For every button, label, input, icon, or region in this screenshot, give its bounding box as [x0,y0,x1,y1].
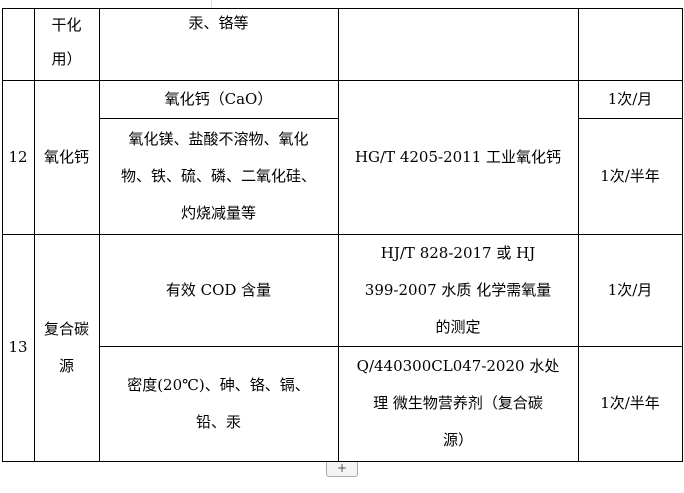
frequency-cell: 1次/月 [607,89,653,108]
text-line: 有效 COD 含量 [165,280,272,299]
column-divider [578,8,579,462]
material-name-cell: 氧化钙 [43,147,89,166]
text-line: 399-2007 水质 化学需氧量 [364,280,552,299]
item-cell: 有效 COD 含量 [99,234,338,346]
guide-line [211,0,212,8]
text-line: 的测定 [435,317,481,336]
table-border [2,8,3,462]
row-divider [2,234,682,235]
text-line: 理 微生物营养剂（复合碳 [373,394,543,412]
item-cell: 汞、铬等 [99,8,338,80]
frequency-cell: 1次/半年 [600,166,660,185]
frequency-cell: 1次/月 [607,280,653,299]
text-line: 密度(20℃)、砷、铬、镉、 [127,375,310,394]
text-line: 汞、铬等 [188,14,249,32]
add-row-button[interactable]: + [326,462,358,477]
text-line: 铅、汞 [195,412,241,431]
text-line: 源） [442,431,473,449]
row-number: 12 [8,147,28,166]
text-line: 源 [58,356,74,375]
table-border [682,8,683,462]
text-line: 用） [51,50,82,68]
text-line: 氧化钙（CaO） [164,89,273,108]
frequency-cell: 1次/半年 [600,394,660,412]
text-line: 氧化镁、盐酸不溶物、氧化 [128,129,309,148]
text-line: 复合碳 [43,319,89,338]
material-name-cell: 干化 用） [34,8,99,80]
material-name-cell: 复合碳 源 [34,234,99,461]
text-line: 干化 [51,16,82,34]
standard-cell: HG/T 4205-2011 工业氧化钙 [354,147,562,166]
item-cell: 氧化钙（CaO） [99,80,338,118]
row-divider [578,118,682,119]
column-divider [34,8,35,462]
standard-cell: Q/440300CL047-2020 水处 理 微生物营养剂（复合碳 源） [338,346,578,461]
text-line: 灼烧减量等 [180,203,256,222]
text-line: Q/440300CL047-2020 水处 [356,357,560,375]
text-line: 物、铁、硫、磷、二氧化硅、 [120,166,316,185]
row-number: 13 [8,338,28,356]
row-divider [2,80,682,81]
row-divider [99,346,682,347]
standard-cell: HJ/T 828-2017 或 HJ 399-2007 水质 化学需氧量 的测定 [338,234,578,346]
text-line: HJ/T 828-2017 或 HJ [380,243,536,262]
item-cell: 氧化镁、盐酸不溶物、氧化 物、铁、硫、磷、二氧化硅、 灼烧减量等 [99,118,338,234]
row-divider [99,118,338,119]
column-divider [338,8,339,462]
table-border [2,461,682,462]
item-cell: 密度(20℃)、砷、铬、镉、 铅、汞 [99,346,338,461]
table-border [2,8,682,9]
column-divider [99,8,100,462]
